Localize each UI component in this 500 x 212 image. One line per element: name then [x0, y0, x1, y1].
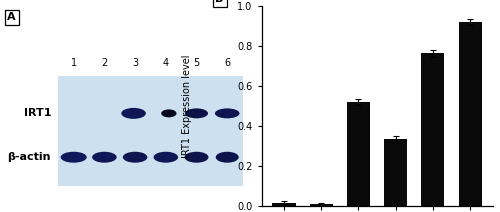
Bar: [272, 203, 295, 206]
Ellipse shape: [161, 109, 176, 117]
Y-axis label: IRT1 Expression level: IRT1 Expression level: [182, 54, 192, 158]
Ellipse shape: [60, 152, 86, 163]
Bar: [458, 22, 481, 206]
Text: 2: 2: [102, 58, 107, 68]
Ellipse shape: [185, 108, 208, 118]
Bar: [384, 139, 407, 206]
Ellipse shape: [216, 152, 238, 163]
Ellipse shape: [184, 152, 208, 163]
Text: IRT1: IRT1: [24, 108, 51, 118]
Ellipse shape: [215, 108, 240, 118]
Bar: [422, 53, 444, 206]
Text: 6: 6: [224, 58, 230, 68]
Text: A: A: [8, 12, 16, 22]
Text: B: B: [216, 0, 224, 4]
Ellipse shape: [154, 152, 178, 163]
Text: 3: 3: [132, 58, 138, 68]
Bar: [347, 102, 370, 206]
Text: 4: 4: [162, 58, 169, 68]
Bar: [310, 204, 332, 206]
Bar: [58, 76, 242, 186]
Text: β-actin: β-actin: [8, 152, 51, 162]
Ellipse shape: [123, 152, 148, 163]
Ellipse shape: [122, 108, 146, 119]
Text: 1: 1: [70, 58, 76, 68]
Ellipse shape: [92, 152, 116, 163]
Text: 5: 5: [194, 58, 200, 68]
